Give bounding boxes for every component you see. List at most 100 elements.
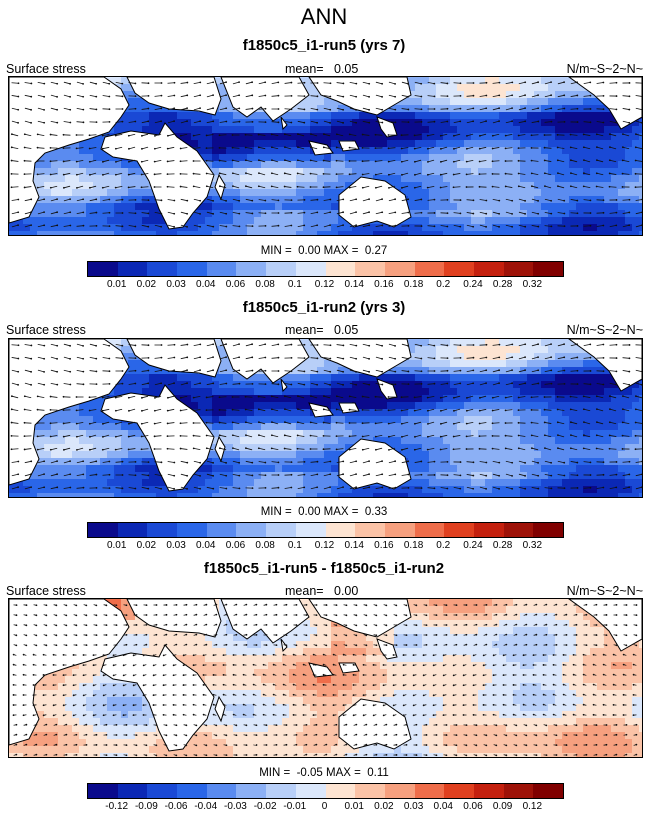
colorbar-tick-label: 0.16 bbox=[374, 279, 394, 290]
colorbar-swatch bbox=[117, 262, 148, 276]
panel-3-mean-value: 0.00 bbox=[334, 584, 359, 598]
colorbar-swatch bbox=[88, 784, 118, 798]
land-mass bbox=[9, 77, 130, 224]
colorbar-swatch bbox=[325, 262, 356, 276]
colorbar-swatch bbox=[177, 523, 207, 537]
panel-2-min-value: 0.00 bbox=[298, 506, 321, 518]
colorbar-tick-label: -0.01 bbox=[283, 801, 307, 812]
colorbar-swatch bbox=[236, 262, 267, 276]
panel-2-max-value: 0.33 bbox=[364, 506, 388, 518]
land-mass bbox=[308, 402, 334, 418]
land-mass bbox=[338, 176, 412, 228]
colorbar-tick-label: 0.08 bbox=[255, 279, 275, 290]
colorbar-swatch bbox=[414, 262, 445, 276]
land-mass bbox=[280, 378, 288, 393]
colorbar-swatch bbox=[325, 784, 356, 798]
colorbar-swatch bbox=[384, 784, 415, 798]
colorbar-tick-label: -0.04 bbox=[194, 801, 218, 812]
colorbar-swatch bbox=[355, 784, 385, 798]
panel-2-min-label: MIN = bbox=[260, 506, 292, 518]
colorbar-tick-label: 0.16 bbox=[374, 540, 394, 551]
colorbar-tick-label: 0.32 bbox=[522, 279, 543, 290]
panel-2-mean: mean= 0.05 bbox=[285, 323, 358, 337]
colorbar-tick-label: 0.14 bbox=[344, 540, 364, 551]
land-mass bbox=[338, 698, 412, 750]
colorbar-swatch bbox=[147, 262, 178, 276]
colorbar-swatch bbox=[444, 784, 474, 798]
panel-2-title: f1850c5_i1-run2 (yrs 3) bbox=[242, 299, 406, 316]
colorbar-tick-label: 0.18 bbox=[403, 540, 424, 551]
colorbar-swatch bbox=[384, 523, 415, 537]
panel-1-map bbox=[8, 76, 643, 236]
colorbar-swatch bbox=[533, 262, 563, 276]
panel-3-units: N/m~S~2~N~ bbox=[566, 584, 643, 598]
colorbar-tick-label: 0.24 bbox=[463, 540, 483, 551]
panel-2-mean-value: 0.05 bbox=[334, 323, 359, 337]
land-mass bbox=[9, 599, 130, 746]
land-mass bbox=[568, 77, 642, 130]
panel-2-colorbar bbox=[87, 522, 564, 538]
panel-1-min-value: 0.00 bbox=[298, 245, 321, 257]
colorbar-swatch bbox=[206, 262, 237, 276]
colorbar-swatch bbox=[88, 262, 118, 276]
colorbar-swatch bbox=[147, 784, 178, 798]
colorbar-swatch bbox=[503, 262, 534, 276]
colorbar-swatch bbox=[266, 262, 296, 276]
colorbar-swatch bbox=[147, 523, 178, 537]
colorbar-swatch bbox=[236, 523, 267, 537]
panel-1-mean-value: 0.05 bbox=[334, 62, 359, 76]
colorbar-swatch bbox=[177, 784, 207, 798]
land-mass bbox=[338, 402, 360, 414]
panel-2-mean-label: mean= bbox=[285, 323, 324, 337]
colorbar-swatch bbox=[266, 523, 296, 537]
land-mass bbox=[100, 644, 215, 752]
colorbar-tick-label: 0.04 bbox=[196, 540, 216, 551]
land-mass bbox=[338, 662, 360, 674]
colorbar-swatch bbox=[88, 523, 118, 537]
panel-1-min-label: MIN = bbox=[260, 245, 292, 257]
colorbar-tick-label: 0.09 bbox=[492, 801, 513, 812]
colorbar-swatch bbox=[473, 784, 504, 798]
colorbar-tick-label: 0.24 bbox=[463, 279, 483, 290]
colorbar-tick-label: 0.2 bbox=[436, 279, 451, 290]
colorbar-tick-label: 0.01 bbox=[106, 540, 127, 551]
colorbar-tick-label: 0.02 bbox=[136, 279, 157, 290]
colorbar-tick-label: 0.32 bbox=[522, 540, 543, 551]
colorbar-tick-label: 0.03 bbox=[403, 801, 424, 812]
colorbar-swatch bbox=[414, 523, 445, 537]
land-mass bbox=[568, 339, 642, 392]
panel-3-variable-label: Surface stress bbox=[6, 584, 86, 598]
colorbar-tick-label: 0.12 bbox=[522, 801, 543, 812]
colorbar-tick-label: 0.2 bbox=[436, 540, 451, 551]
colorbar-tick-label: 0.14 bbox=[344, 279, 364, 290]
panel-2-variable-label: Surface stress bbox=[6, 323, 86, 337]
land-mass bbox=[338, 438, 412, 490]
panel-3-mean-label: mean= bbox=[285, 584, 324, 598]
colorbar-swatch bbox=[533, 523, 563, 537]
panel-1-colorbar bbox=[87, 261, 564, 277]
colorbar-tick-label: 0.06 bbox=[225, 540, 246, 551]
land-mass bbox=[338, 140, 360, 152]
panel-2-units: N/m~S~2~N~ bbox=[566, 323, 643, 337]
colorbar-swatch bbox=[177, 262, 207, 276]
colorbar-tick-label: 0.28 bbox=[492, 540, 513, 551]
colorbar-swatch bbox=[473, 262, 504, 276]
colorbar-swatch bbox=[533, 784, 563, 798]
colorbar-tick-label: 0.1 bbox=[287, 540, 302, 551]
land-mass bbox=[376, 638, 398, 660]
colorbar-swatch bbox=[295, 523, 326, 537]
panel-3-colorbar bbox=[87, 783, 564, 799]
colorbar-swatch bbox=[355, 262, 385, 276]
land-mass bbox=[220, 599, 310, 644]
page-title: ANN bbox=[300, 4, 348, 29]
panel-3-max-label: MAX = bbox=[326, 767, 361, 779]
colorbar-tick-label: -0.06 bbox=[164, 801, 188, 812]
colorbar-tick-label: 0.1 bbox=[287, 279, 302, 290]
colorbar-tick-label: 0.04 bbox=[433, 801, 453, 812]
land-mass bbox=[308, 599, 412, 638]
panel-3-minmax: MIN = -0.05 MAX = 0.11 bbox=[0, 767, 648, 779]
land-mass bbox=[280, 116, 288, 131]
colorbar-swatch bbox=[295, 784, 326, 798]
colorbar-tick-label: 0.06 bbox=[463, 801, 483, 812]
panel-2-map bbox=[8, 338, 643, 498]
